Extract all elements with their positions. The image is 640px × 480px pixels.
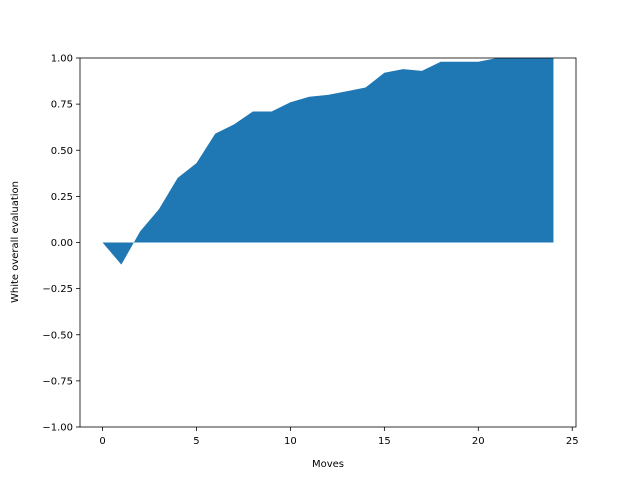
area-series-0 <box>102 58 554 265</box>
x-tick-label: 15 <box>378 436 391 447</box>
y-tick-label: 1.00 <box>51 54 73 65</box>
y-tick-label: −0.50 <box>42 330 73 341</box>
y-tick-label: 0.25 <box>51 192 73 203</box>
x-tick-label: 20 <box>472 436 485 447</box>
y-tick-label: 0.00 <box>51 238 73 249</box>
x-tick-label: 25 <box>566 436 579 447</box>
plot-area <box>80 58 576 427</box>
y-tick-label: −0.25 <box>42 284 73 295</box>
x-tick-label: 5 <box>193 436 199 447</box>
x-tick-label: 10 <box>284 436 297 447</box>
x-axis-title: Moves <box>312 459 344 470</box>
axes: 0 5 10 15 20 25 −1.00 −0.75 −0.50 −0.25 0.00 0.25 0.… <box>42 54 578 448</box>
y-tick-label: −1.00 <box>42 423 73 434</box>
y-tick-label: −0.75 <box>42 376 73 387</box>
y-axis-title: White overall evaluation <box>10 181 21 303</box>
x-tick-label: 0 <box>99 436 105 447</box>
y-tick-label: 0.50 <box>51 146 73 157</box>
y-tick-label: 0.75 <box>51 100 73 111</box>
